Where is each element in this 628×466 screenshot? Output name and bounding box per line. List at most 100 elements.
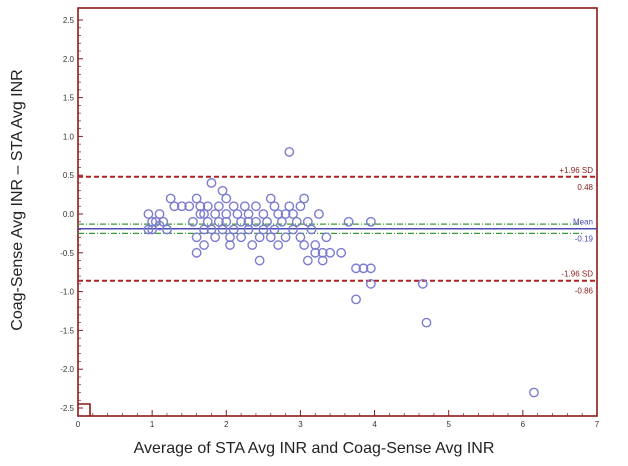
data-point bbox=[243, 209, 254, 219]
data-point bbox=[251, 201, 261, 212]
data-point bbox=[225, 240, 235, 250]
data-point bbox=[184, 201, 195, 212]
data-point bbox=[269, 224, 280, 235]
data-point bbox=[299, 193, 310, 204]
data-point bbox=[291, 216, 302, 227]
data-point bbox=[213, 216, 224, 227]
data-point bbox=[280, 232, 291, 243]
data-point bbox=[421, 317, 432, 328]
data-point bbox=[365, 278, 376, 289]
reference-line-value: -0.19 bbox=[575, 235, 594, 244]
data-point bbox=[325, 247, 335, 258]
data-point bbox=[265, 193, 276, 204]
data-point bbox=[288, 224, 298, 235]
data-point bbox=[217, 224, 228, 235]
data-point bbox=[199, 240, 209, 250]
x-tick-label: 0 bbox=[76, 420, 81, 429]
y-tick-label: -0.5 bbox=[60, 249, 74, 258]
data-point bbox=[295, 201, 306, 212]
data-point bbox=[351, 294, 361, 305]
data-point bbox=[228, 201, 239, 212]
data-point bbox=[206, 178, 217, 188]
data-point bbox=[221, 216, 232, 227]
data-point bbox=[210, 232, 221, 243]
data-point bbox=[232, 209, 243, 219]
data-point bbox=[169, 201, 180, 212]
data-point bbox=[199, 224, 209, 235]
y-tick-label: 2.0 bbox=[63, 55, 75, 64]
y-axis-label-wrap: Coag-Sense Avg INR – STA Avg INR bbox=[0, 0, 32, 420]
data-point bbox=[202, 201, 213, 212]
x-axis-label: Average of STA Avg INR and Coag-Sense Av… bbox=[133, 440, 495, 457]
data-point bbox=[247, 240, 258, 250]
data-point bbox=[258, 224, 269, 235]
data-point bbox=[191, 193, 202, 204]
x-tick-label: 5 bbox=[446, 420, 451, 429]
data-point bbox=[265, 232, 276, 243]
data-point bbox=[239, 201, 250, 212]
origin-corner-mark bbox=[78, 403, 91, 416]
y-tick-label: 0.5 bbox=[63, 171, 75, 180]
data-point bbox=[365, 263, 376, 274]
reference-line-name: +1.96 SD bbox=[559, 166, 593, 175]
data-point bbox=[310, 240, 321, 250]
data-point bbox=[306, 224, 317, 235]
data-point bbox=[321, 232, 332, 243]
y-axis-label: Coag-Sense Avg INR – STA Avg INR bbox=[9, 69, 26, 331]
data-point bbox=[195, 209, 206, 219]
data-point bbox=[243, 224, 254, 235]
data-point bbox=[143, 209, 154, 219]
data-point bbox=[217, 185, 228, 196]
data-point bbox=[343, 216, 354, 227]
data-point bbox=[302, 255, 313, 266]
data-point bbox=[273, 209, 284, 219]
y-tick-label: -1.0 bbox=[60, 288, 74, 297]
data-point bbox=[206, 224, 217, 235]
data-point bbox=[165, 193, 176, 204]
data-point bbox=[251, 216, 261, 227]
data-point bbox=[191, 247, 202, 258]
plot-frame bbox=[77, 7, 598, 417]
data-point bbox=[351, 263, 361, 274]
data-point bbox=[213, 201, 224, 212]
x-tick-label: 1 bbox=[150, 420, 155, 429]
plot-area: 2.5 2.0 1.5 1.0 0.5 0.0 -0.5 -1.0 -1.5 -2.0 -2.50 1… bbox=[60, 7, 600, 429]
x-tick-label: 3 bbox=[298, 420, 303, 429]
data-point bbox=[302, 216, 313, 227]
data-point bbox=[295, 232, 306, 243]
y-tick-label: -2.5 bbox=[60, 404, 74, 413]
reference-line-name: -1.96 SD bbox=[561, 270, 593, 279]
data-point bbox=[158, 216, 169, 227]
data-point bbox=[254, 255, 265, 266]
data-point bbox=[191, 232, 202, 243]
y-tick-label: 1.5 bbox=[63, 94, 75, 103]
data-point bbox=[280, 209, 291, 219]
x-tick-label: 6 bbox=[521, 420, 526, 429]
data-point bbox=[176, 201, 187, 212]
reference-line-value: -0.86 bbox=[575, 287, 594, 296]
data-point bbox=[276, 216, 287, 227]
data-point bbox=[254, 232, 265, 243]
data-point bbox=[228, 224, 239, 235]
data-point bbox=[314, 209, 324, 219]
data-point bbox=[236, 232, 247, 243]
data-point bbox=[236, 216, 247, 227]
x-tick-label: 4 bbox=[372, 420, 377, 429]
y-tick-label: 0.0 bbox=[63, 210, 75, 219]
data-point bbox=[273, 240, 284, 250]
data-point bbox=[288, 209, 298, 219]
y-tick-label: 1.0 bbox=[63, 132, 75, 141]
x-tick-label: 7 bbox=[595, 420, 600, 429]
data-point bbox=[221, 193, 232, 204]
reference-line-name: Mean bbox=[573, 218, 593, 227]
y-tick-label: 2.5 bbox=[63, 16, 75, 25]
data-point bbox=[529, 387, 539, 398]
data-point bbox=[162, 224, 172, 235]
data-point bbox=[147, 224, 158, 235]
x-tick-label: 2 bbox=[224, 420, 229, 429]
data-point bbox=[262, 216, 272, 227]
y-tick-label: -2.0 bbox=[60, 365, 74, 374]
data-point bbox=[188, 216, 198, 227]
data-point bbox=[143, 224, 154, 235]
data-point bbox=[284, 201, 295, 212]
